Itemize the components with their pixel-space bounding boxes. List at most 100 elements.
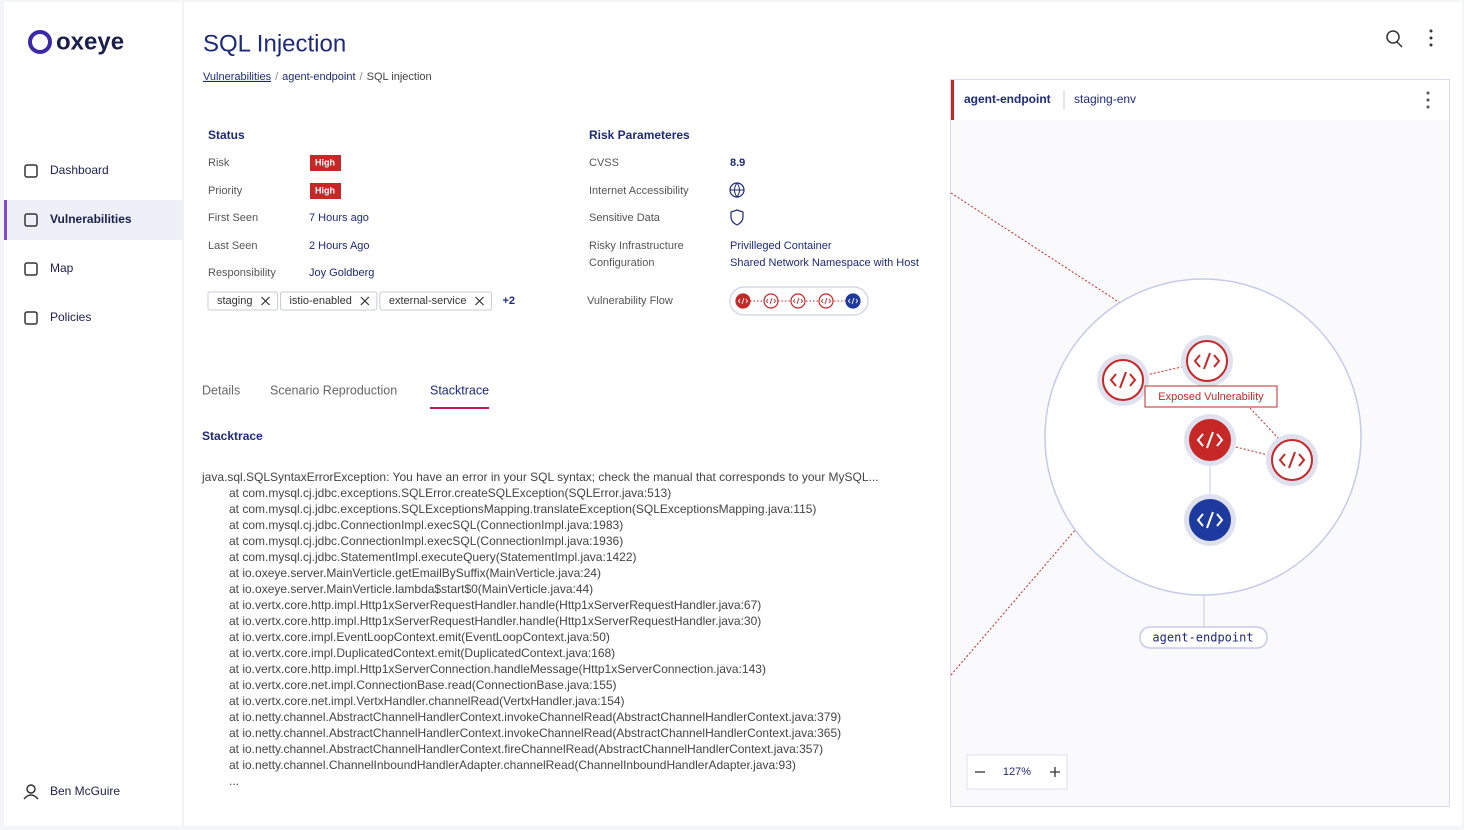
- field-value: 8.9: [730, 157, 745, 169]
- stacktrace-line: at io.oxeye.server.MainVerticle.getEmail…: [229, 566, 601, 580]
- stacktrace-line: at io.vertx.core.impl.EventLoopContext.e…: [229, 630, 610, 644]
- stacktrace-line: at io.vertx.core.http.impl.Http1xServerR…: [229, 598, 761, 612]
- page-title: SQL Injection: [203, 30, 346, 57]
- nav-icon: [24, 262, 38, 276]
- tooltip-text: Exposed Vulnerability: [1158, 391, 1264, 403]
- user-name[interactable]: Ben McGuire: [50, 784, 120, 798]
- globe-lines: [730, 182, 744, 198]
- nav-item[interactable]: Dashboard: [50, 163, 109, 177]
- nav-item[interactable]: Policies: [50, 310, 91, 324]
- menu-dot: [1426, 105, 1430, 109]
- stacktrace-line: at io.netty.channel.AbstractChannelHandl…: [229, 710, 841, 724]
- section-heading: Risk Parameteres: [589, 128, 690, 142]
- stacktrace-line: ...: [229, 774, 239, 788]
- search-icon[interactable]: [1386, 30, 1400, 44]
- tag-text: staging: [217, 295, 252, 307]
- stacktrace-line: at io.netty.channel.AbstractChannelHandl…: [229, 742, 823, 756]
- nav-icon: [24, 311, 38, 325]
- flow-node-glyph: [820, 297, 832, 305]
- node-glyph: [1196, 511, 1224, 529]
- tab[interactable]: Details: [202, 383, 240, 397]
- field-label: Responsibility: [208, 267, 276, 279]
- flow-node-glyph: [765, 297, 777, 305]
- stacktrace-line: at com.mysql.cj.jdbc.ConnectionImpl.exec…: [229, 518, 623, 532]
- tab-underline: [430, 407, 490, 409]
- tooltip: [1144, 385, 1278, 408]
- logo-text: oxeye: [56, 28, 124, 55]
- nav-item[interactable]: Vulnerabilities: [50, 212, 132, 226]
- field-value: 7 Hours ago: [309, 212, 369, 224]
- edge: [1249, 407, 1281, 441]
- breadcrumb-separator: /: [275, 71, 279, 83]
- risk-badge: [310, 183, 341, 199]
- field-label: First Seen: [208, 212, 258, 224]
- stacktrace-line: at io.vertx.core.http.impl.Http1xServerR…: [229, 614, 761, 628]
- breadcrumb-item[interactable]: agent-endpoint: [282, 71, 355, 83]
- tag-remove[interactable]: [261, 296, 270, 306]
- field-value: Shared Network Namespace with Host: [730, 257, 919, 269]
- logo-mark: [28, 30, 52, 54]
- menu-dot: [1429, 29, 1433, 33]
- field-label: Vulnerability Flow: [587, 295, 673, 307]
- stacktrace-line: at io.oxeye.server.MainVerticle.lambda$s…: [229, 582, 593, 596]
- risk-badge: [310, 155, 341, 171]
- flow-node-glyph: [792, 297, 804, 305]
- node-label-pill: [1139, 626, 1268, 649]
- field-label: Internet Accessibility: [589, 185, 689, 197]
- nav-icon: [24, 164, 38, 178]
- field-label: Sensitive Data: [589, 212, 661, 224]
- breadcrumb-separator: /: [360, 71, 364, 83]
- menu-dot: [1429, 36, 1433, 40]
- user-icon: [26, 784, 36, 794]
- menu-dot: [1426, 98, 1430, 102]
- stacktrace-line: at com.mysql.cj.jdbc.exceptions.SQLExcep…: [229, 502, 816, 516]
- graph-service: agent-endpoint: [964, 92, 1051, 106]
- stacktrace-line: at io.vertx.core.impl.DuplicatedContext.…: [229, 646, 615, 660]
- tab[interactable]: Scenario Reproduction: [270, 383, 397, 397]
- breadcrumb-item: SQL injection: [367, 71, 432, 83]
- stacktrace-line: at io.netty.channel.ChannelInboundHandle…: [229, 758, 796, 772]
- node-glyph: [1278, 451, 1306, 469]
- search-handle: [1396, 41, 1403, 48]
- field-label: Priority: [208, 185, 243, 197]
- stacktrace-line: at com.mysql.cj.jdbc.ConnectionImpl.exec…: [229, 534, 623, 548]
- graph-header-accent: [951, 80, 954, 120]
- node-glyph: [1193, 352, 1221, 370]
- tag-remove[interactable]: [475, 296, 484, 306]
- user-icon-body: [23, 794, 39, 800]
- menu-dot: [1426, 91, 1430, 95]
- field-label: Configuration: [589, 257, 654, 269]
- stacktrace-line: at com.mysql.cj.jdbc.exceptions.SQLError…: [229, 486, 671, 500]
- shield-icon: [730, 209, 744, 226]
- stacktrace-line: java.sql.SQLSyntaxErrorException: You ha…: [201, 470, 879, 484]
- tag-remove[interactable]: [360, 296, 370, 306]
- breadcrumb-item[interactable]: Vulnerabilities: [203, 71, 272, 83]
- node-label: agent-endpoint: [1152, 631, 1253, 645]
- badge-text: High: [315, 157, 335, 167]
- nav-item[interactable]: Map: [50, 261, 74, 275]
- graph-header: [951, 80, 1449, 120]
- field-label: Risky Infrastructure: [589, 240, 684, 252]
- tag-more: +2: [503, 295, 516, 307]
- zoom-level: 127%: [1003, 766, 1031, 778]
- edge: [1141, 365, 1187, 377]
- tag: [279, 291, 378, 311]
- flow-node-glyph: [737, 297, 749, 305]
- zoom-in[interactable]: [1050, 767, 1060, 777]
- nav-active-bg: [4, 200, 183, 240]
- badge-text: High: [315, 185, 335, 195]
- menu-dot: [1429, 43, 1433, 47]
- field-label: CVSS: [589, 157, 619, 169]
- node-glyph: [1109, 371, 1137, 389]
- node-glyph: [1196, 431, 1224, 449]
- stacktrace-line: at io.netty.channel.AbstractChannelHandl…: [229, 726, 841, 740]
- tag: [379, 291, 492, 311]
- stacktrace-line: at io.vertx.core.net.impl.ConnectionBase…: [229, 678, 617, 692]
- tab[interactable]: Stacktrace: [430, 383, 489, 397]
- field-label: Risk: [208, 157, 230, 169]
- section-heading: Status: [208, 128, 245, 142]
- tag-text: istio-enabled: [289, 295, 351, 307]
- graph-env: staging-env: [1074, 92, 1136, 106]
- stacktrace-line: at io.vertx.core.http.impl.Http1xServerC…: [229, 662, 766, 676]
